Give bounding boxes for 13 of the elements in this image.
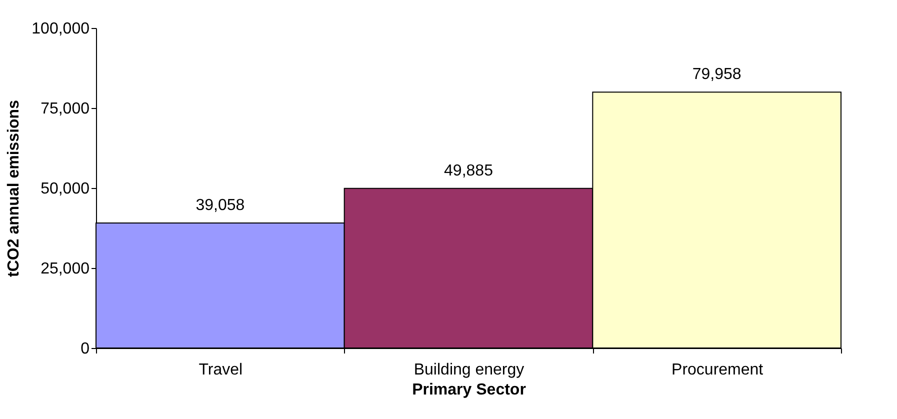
y-tick-label: 50,000 [40,180,90,198]
y-tick-label: 100,000 [32,20,90,38]
y-axis-title: tCO2 annual emissions [6,100,23,277]
y-tick-label: 0 [80,340,90,358]
data-label: 39,058 [196,197,245,214]
data-label: 49,885 [444,162,494,180]
x-axis-title: Primary Sector [412,382,526,398]
x-tick-label: Building energy [414,362,524,378]
y-tick-label: 75,000 [40,100,90,118]
x-tick-label: Travel [198,362,243,378]
data-label: 79,958 [692,66,742,84]
y-tick-label: 25,000 [40,260,90,278]
x-tick-label: Procurement [672,362,764,378]
